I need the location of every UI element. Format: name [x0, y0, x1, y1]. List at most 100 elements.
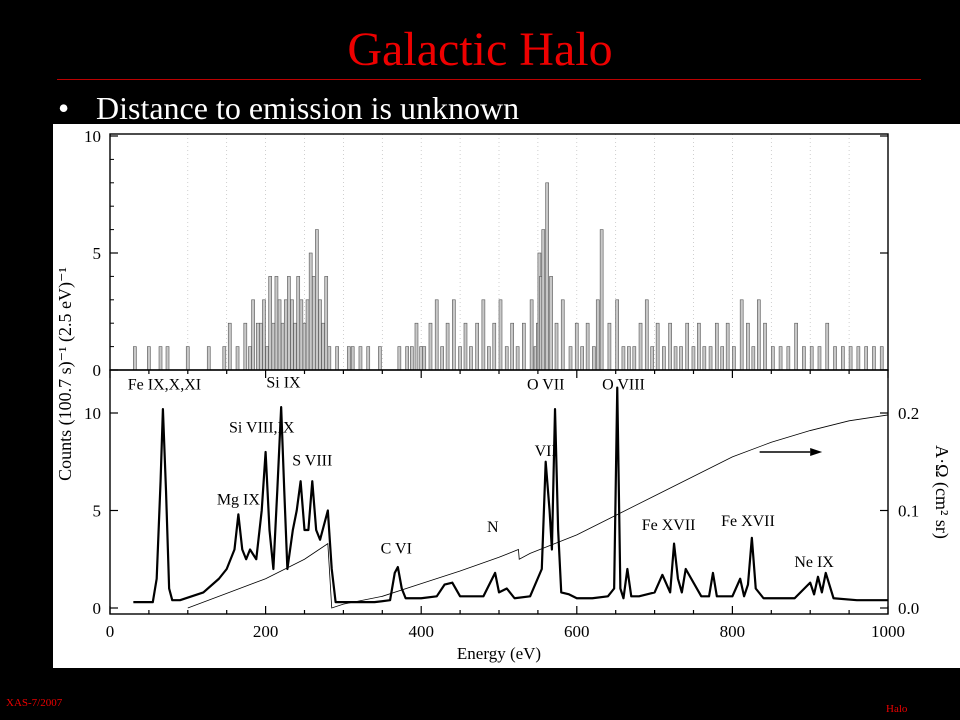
histogram-bar [248, 346, 252, 371]
histogram-bar [397, 346, 402, 371]
histogram-bar [305, 299, 310, 371]
histogram-bar [714, 322, 719, 371]
histogram-bar [574, 322, 579, 371]
histogram-bar [638, 322, 643, 371]
histogram-bar [268, 276, 273, 371]
histogram-bar [475, 322, 479, 371]
histogram-bar [302, 322, 307, 371]
histogram-bar [650, 346, 655, 371]
x-tick-label: 1000 [871, 622, 905, 641]
histogram-bar [595, 299, 600, 371]
line-label: Mg IX [217, 492, 261, 509]
x-axis-label: Energy (eV) [457, 644, 541, 663]
histogram-bar [327, 346, 332, 371]
x-tick-label: 400 [408, 622, 434, 641]
line-label: Fe XVII [721, 513, 775, 530]
histogram-bar [271, 322, 276, 371]
histogram-bar [481, 299, 486, 371]
histogram-bar [679, 346, 683, 371]
histogram-bar [841, 346, 845, 371]
histogram-bar [422, 346, 427, 371]
histogram-bar [549, 276, 553, 371]
histogram-bar [274, 276, 279, 371]
histogram-bar [206, 346, 211, 371]
histogram-bar [414, 322, 419, 371]
histogram-bar [763, 322, 767, 371]
histogram-bar [702, 346, 707, 371]
histogram-bar [864, 346, 868, 371]
histogram-bar [469, 346, 473, 371]
histogram-bar [293, 322, 297, 371]
line-label: Fe IX,X,XI [128, 377, 201, 394]
histogram-bar [492, 322, 497, 371]
histogram-bar [308, 252, 313, 371]
footer-section: Halo [886, 703, 908, 715]
line-label: Ne IX [794, 554, 834, 571]
histogram-bar [299, 299, 304, 371]
histogram-bar [848, 346, 853, 371]
histogram-bar [185, 346, 190, 371]
histogram-bar [545, 182, 549, 371]
x-tick-label: 600 [564, 622, 590, 641]
histogram-bar [504, 346, 509, 371]
histogram-bar [440, 346, 444, 371]
y2-tick-label: 0.2 [898, 404, 919, 423]
histogram-bar [809, 346, 814, 371]
histogram-bar [585, 322, 590, 371]
histogram-bar [318, 299, 322, 371]
histogram-bar [280, 322, 285, 371]
y-tick-label: 10 [84, 404, 101, 423]
histogram-bar [346, 346, 351, 371]
histogram-bar [708, 346, 713, 371]
footer-date: XAS-7/2007 [6, 697, 63, 709]
histogram-bar [756, 299, 761, 371]
histogram-bar [720, 346, 725, 371]
histogram-bar [463, 322, 468, 371]
histogram-bar [227, 322, 232, 371]
histogram-bar [697, 322, 701, 371]
histogram-bar [428, 322, 433, 371]
histogram-bar [487, 346, 491, 371]
line-label: C VI [381, 540, 412, 557]
histogram-bar [607, 322, 612, 371]
histogram-bar [725, 322, 730, 371]
histogram-bar [452, 299, 456, 371]
histogram-bar [668, 322, 672, 371]
arrow-head [810, 448, 823, 456]
line-label: VII [535, 443, 557, 460]
histogram-bar [165, 346, 170, 371]
histogram-bar [419, 346, 423, 371]
histogram-bar [794, 322, 798, 371]
title-divider [57, 79, 921, 80]
histogram-bar [833, 346, 837, 371]
histogram-bar [358, 346, 363, 371]
line-label: N [487, 519, 499, 536]
histogram-bar [255, 322, 260, 371]
effective-area-line [187, 414, 889, 609]
histogram-bar [627, 346, 631, 371]
histogram-bar [541, 229, 546, 371]
y2-axis-label: A·Ω (cm² sr) [931, 445, 952, 539]
histogram-bar [405, 346, 409, 371]
histogram-bar [644, 299, 649, 371]
histogram-bar [259, 322, 263, 371]
spectrum-chart: 0 5 10 0 200 400 600 800 1000 0 5 10 0.0 0.1 0.2 Energy… [55, 127, 952, 663]
histogram-bar [133, 346, 137, 371]
histogram-bar [770, 346, 775, 371]
bullet-marker: • [58, 90, 70, 126]
histogram-bar [817, 346, 822, 371]
histogram-bar [662, 346, 666, 371]
x-tick-label: 200 [253, 622, 279, 641]
line-label: S VIII [292, 453, 332, 470]
y-tick-label: 5 [93, 244, 102, 263]
histogram-bar [825, 322, 830, 371]
histogram-bar [739, 299, 744, 371]
histogram-bar [296, 276, 301, 371]
y-tick-label: 10 [84, 127, 101, 146]
histogram-bar [321, 322, 325, 371]
line-label: Fe XVII [642, 517, 696, 534]
line-label: O VII [527, 377, 564, 394]
histogram-bar [751, 346, 756, 371]
histogram-bar [222, 346, 227, 371]
histogram-bar [290, 299, 294, 371]
